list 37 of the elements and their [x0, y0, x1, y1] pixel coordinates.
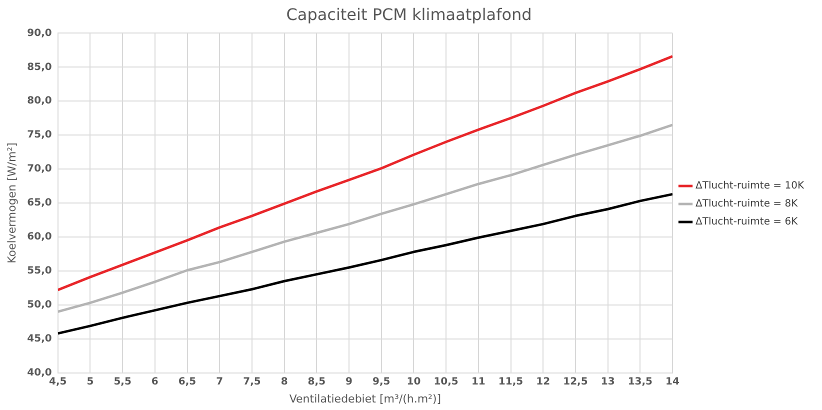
- x-tick-label: 13: [600, 376, 615, 388]
- x-tick-label: 6,5: [178, 376, 196, 388]
- x-tick-label: 6: [151, 376, 158, 388]
- x-tick-label: 4,5: [49, 376, 67, 388]
- x-tick-label: 12: [536, 376, 550, 388]
- x-tick-label: 5,5: [114, 376, 132, 388]
- x-tick-label: 11,5: [498, 376, 524, 388]
- x-tick-label: 10: [406, 376, 421, 388]
- y-tick-label: 45,0: [27, 333, 52, 344]
- chart-title: Capaciteit PCM klimaatplafond: [286, 4, 532, 24]
- x-tick-label: 8: [280, 376, 288, 388]
- y-axis-title: Koelvermogen [W/m²]: [5, 142, 18, 264]
- legend-label: ΔTlucht-ruimte = 6K: [696, 216, 798, 228]
- x-tick-label: 9: [346, 376, 353, 388]
- x-tick-label: 12,5: [563, 376, 588, 388]
- x-tick-label: 7: [216, 376, 224, 388]
- y-tick-label: 50,0: [27, 299, 52, 310]
- y-tick-label: 60,0: [27, 232, 52, 243]
- y-tick-label: 85,0: [27, 62, 52, 73]
- y-tick-label: 80,0: [27, 96, 52, 107]
- x-tick-label: 5: [86, 376, 94, 388]
- x-tick-label: 10,5: [434, 376, 458, 388]
- y-tick-label: 55,0: [27, 266, 52, 277]
- y-tick-label: 40,0: [27, 367, 52, 378]
- x-tick-label: 13,5: [628, 376, 653, 388]
- x-tick-label: 7,5: [243, 376, 261, 388]
- x-tick-label: 14: [666, 376, 680, 388]
- y-tick-label: 65,0: [27, 198, 52, 209]
- legend-label: ΔTlucht-ruimte = 8K: [696, 198, 798, 210]
- x-tick-label: 8,5: [308, 376, 326, 388]
- y-tick-label: 75,0: [27, 130, 52, 141]
- x-tick-label: 9,5: [372, 376, 390, 388]
- x-axis-title: Ventilatiedebiet [m³/(h.m²)]: [289, 392, 442, 406]
- y-tick-label: 70,0: [27, 164, 52, 175]
- x-tick-label: 11: [471, 376, 486, 388]
- y-tick-label: 90,0: [27, 28, 52, 39]
- legend-label: ΔTlucht-ruimte = 10K: [696, 180, 804, 192]
